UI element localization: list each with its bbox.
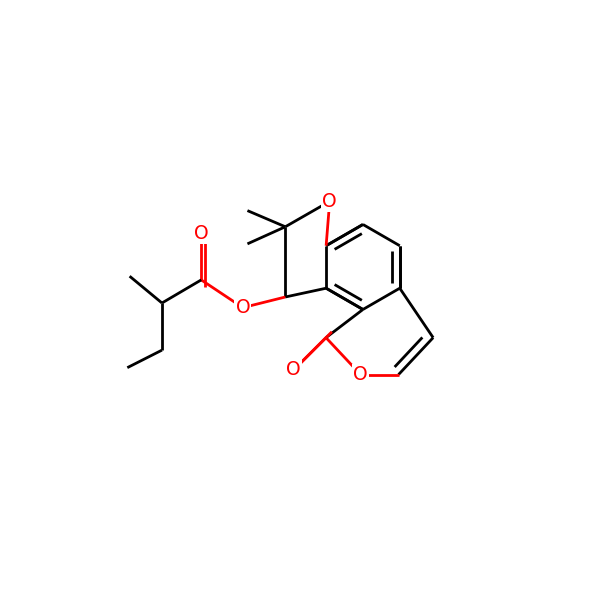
Text: O: O	[194, 224, 209, 243]
Text: O: O	[286, 361, 301, 379]
Text: O: O	[236, 298, 250, 317]
Text: O: O	[353, 365, 368, 384]
Text: O: O	[322, 192, 337, 211]
